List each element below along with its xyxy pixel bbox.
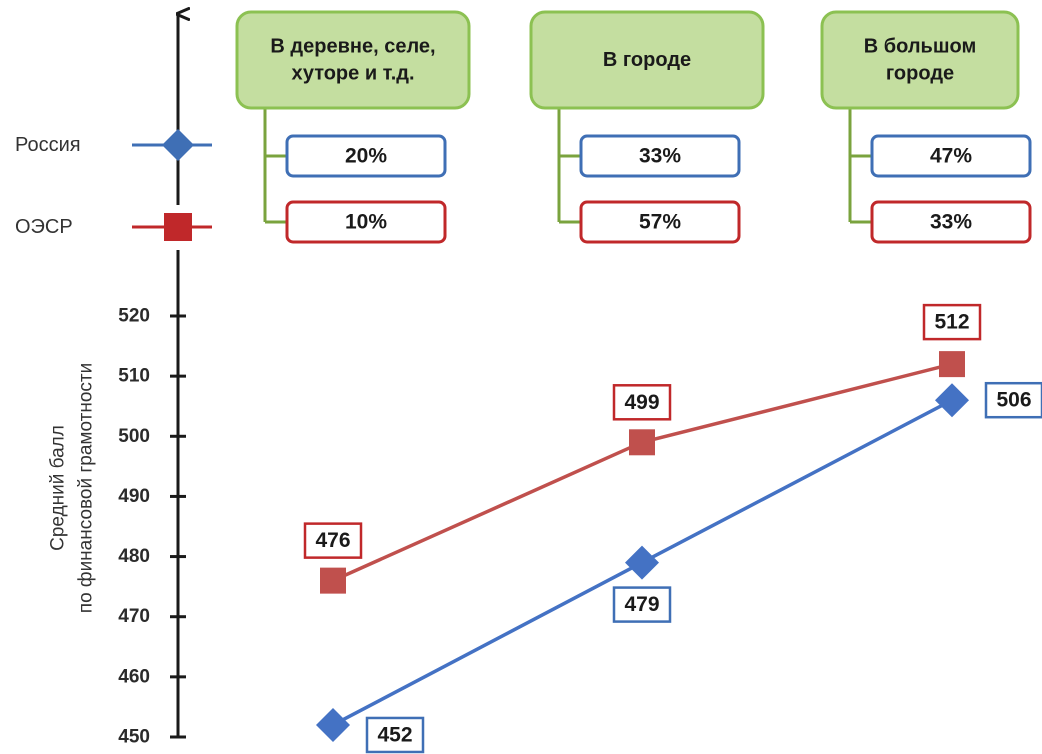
data-label: 479 [624, 593, 659, 616]
series-lines: 452 479 506 476 499 512 [303, 303, 1042, 754]
data-label-box [303, 522, 363, 559]
legend-marker-square [164, 213, 192, 241]
data-label: 476 [315, 529, 350, 552]
share-box [285, 134, 447, 178]
category-box [820, 10, 1020, 110]
data-label: 452 [377, 723, 412, 746]
share-value: 20% [345, 145, 387, 168]
y-tick-label: 500 [118, 426, 150, 447]
share-box [579, 200, 741, 244]
y-tick-label: 450 [118, 727, 150, 748]
data-label: 499 [624, 391, 659, 414]
share-box [870, 134, 1032, 178]
data-label-box [612, 384, 672, 421]
data-point-square [629, 429, 655, 456]
data-point-square [939, 351, 965, 378]
share-box [579, 134, 741, 178]
share-value: 10% [345, 211, 387, 234]
data-label-box [922, 303, 982, 341]
data-label-box [612, 586, 672, 623]
category-label: городе [886, 63, 954, 85]
category-box [235, 10, 471, 110]
legend-label: ОЭСР [15, 216, 73, 238]
share-value: 33% [639, 145, 681, 168]
category-box [529, 10, 765, 110]
category-label: В городе [603, 49, 691, 71]
category-label: хуторе и т.д. [291, 63, 414, 85]
y-axis-label: Средний балл [48, 425, 69, 551]
data-point-diamond [316, 707, 350, 742]
legend-marker-diamond [162, 129, 194, 161]
y-axis: 450 460 470 480 490 500 510 520 Средний балл по ф… [48, 14, 187, 748]
legend: Россия ОЭСР [15, 129, 212, 241]
share-value: 47% [930, 145, 972, 168]
data-point-square [320, 567, 346, 594]
data-label: 506 [996, 389, 1031, 412]
category-headers: В деревне, селе, хуторе и т.д. 20% 10% В гор… [235, 10, 1032, 244]
y-tick-label: 470 [118, 606, 150, 627]
data-point-diamond [935, 383, 969, 418]
share-box [870, 200, 1032, 244]
category-label: В деревне, селе, [270, 36, 435, 58]
y-tick-label: 480 [118, 546, 150, 567]
y-axis-label: по финансовой грамотности [76, 363, 97, 613]
data-label-box [984, 381, 1042, 419]
legend-label: Россия [15, 134, 81, 156]
y-tick-label: 510 [118, 366, 150, 387]
share-box [285, 200, 447, 244]
y-tick-label: 490 [118, 486, 150, 507]
data-label-box [365, 716, 425, 754]
y-tick-label: 460 [118, 666, 150, 687]
share-value: 33% [930, 211, 972, 234]
data-point-diamond [625, 545, 659, 580]
y-tick-label: 520 [118, 306, 150, 327]
data-label: 512 [934, 311, 969, 334]
category-label: В большом [864, 36, 977, 58]
share-value: 57% [639, 211, 681, 234]
